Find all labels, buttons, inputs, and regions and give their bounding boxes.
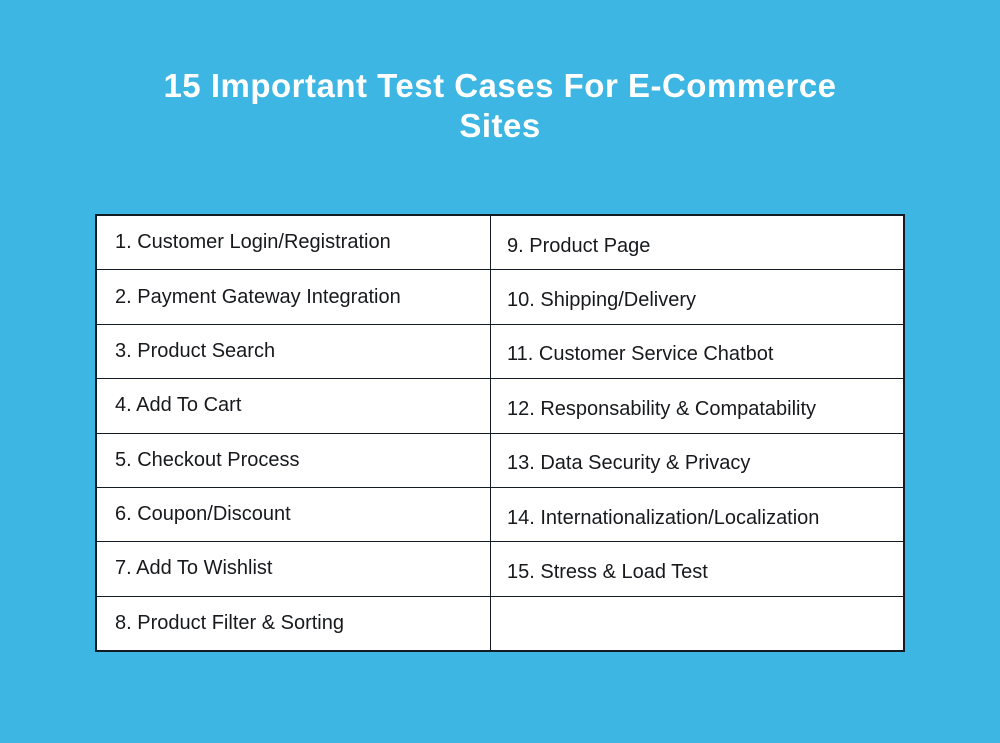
table-cell: 14. Internationalization/Localization (491, 488, 903, 543)
table-cell: 11. Customer Service Chatbot (491, 325, 903, 380)
table-cell: 13. Data Security & Privacy (491, 434, 903, 488)
table-cell-empty (491, 597, 903, 650)
table-cell: 5. Checkout Process (97, 434, 490, 488)
table-cell: 8. Product Filter & Sorting (115, 611, 344, 634)
table-column-right: 9. Product Page 10. Shipping/Delivery 11. … (491, 216, 903, 650)
table-cell: 15. Stress & Load Test (491, 542, 903, 597)
table-column-left: 1. Customer Login/Registration 2. Payment… (97, 216, 491, 650)
table-cell: 4. Add To Cart (97, 379, 490, 434)
page-title: 15 Important Test Cases For E-Commerce S… (163, 67, 837, 144)
table-cell: 9. Product Page (491, 216, 903, 271)
test-cases-table: 1. Customer Login/Registration 2. Payment… (95, 214, 905, 652)
table-cell: 12. Responsability & Compatability (491, 379, 903, 434)
table-cell: 2. Payment Gateway Integration (97, 270, 490, 325)
table-cell: 1. Customer Login/Registration (97, 216, 490, 271)
table-cell: 3. Product Search (97, 325, 490, 380)
table-cell: 10. Shipping/Delivery (491, 270, 903, 325)
table-cell: 6. Coupon/Discount (97, 488, 490, 543)
table-cell: 7. Add To Wishlist (97, 542, 490, 597)
